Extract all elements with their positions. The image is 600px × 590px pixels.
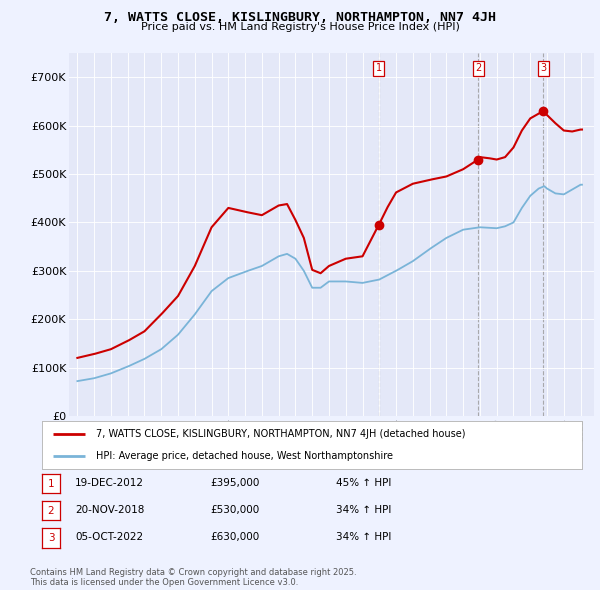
Text: 34% ↑ HPI: 34% ↑ HPI [336, 505, 391, 515]
Text: 2: 2 [47, 506, 55, 516]
Text: 3: 3 [540, 63, 546, 73]
Text: 7, WATTS CLOSE, KISLINGBURY, NORTHAMPTON, NN7 4JH: 7, WATTS CLOSE, KISLINGBURY, NORTHAMPTON… [104, 11, 496, 24]
Text: £395,000: £395,000 [210, 478, 259, 488]
Text: 7, WATTS CLOSE, KISLINGBURY, NORTHAMPTON, NN7 4JH (detached house): 7, WATTS CLOSE, KISLINGBURY, NORTHAMPTON… [96, 429, 466, 439]
Text: £530,000: £530,000 [210, 505, 259, 515]
Text: 3: 3 [47, 533, 55, 543]
Text: £630,000: £630,000 [210, 532, 259, 542]
Text: 2: 2 [475, 63, 481, 73]
Text: Price paid vs. HM Land Registry's House Price Index (HPI): Price paid vs. HM Land Registry's House … [140, 22, 460, 32]
Text: 45% ↑ HPI: 45% ↑ HPI [336, 478, 391, 488]
Text: Contains HM Land Registry data © Crown copyright and database right 2025.
This d: Contains HM Land Registry data © Crown c… [30, 568, 356, 587]
Text: 05-OCT-2022: 05-OCT-2022 [75, 532, 143, 542]
Text: 1: 1 [47, 478, 55, 489]
Text: 34% ↑ HPI: 34% ↑ HPI [336, 532, 391, 542]
Text: HPI: Average price, detached house, West Northamptonshire: HPI: Average price, detached house, West… [96, 451, 393, 461]
Text: 19-DEC-2012: 19-DEC-2012 [75, 478, 144, 488]
Text: 20-NOV-2018: 20-NOV-2018 [75, 505, 145, 515]
Text: 1: 1 [376, 63, 382, 73]
